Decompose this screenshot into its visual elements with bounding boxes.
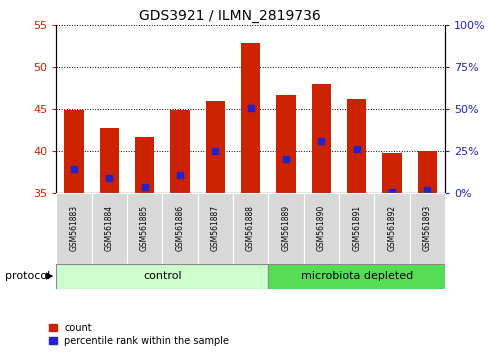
Bar xyxy=(338,193,373,264)
Bar xyxy=(276,95,295,193)
Text: GSM561892: GSM561892 xyxy=(386,205,396,251)
Bar xyxy=(241,43,260,193)
Bar xyxy=(162,193,197,264)
Text: GSM561889: GSM561889 xyxy=(281,205,290,251)
Bar xyxy=(346,99,366,193)
Bar xyxy=(303,193,338,264)
Text: GSM561884: GSM561884 xyxy=(104,205,114,251)
Text: GSM561886: GSM561886 xyxy=(175,205,184,251)
Bar xyxy=(170,110,189,193)
Bar xyxy=(417,151,436,193)
Text: GSM561891: GSM561891 xyxy=(351,205,361,251)
Bar xyxy=(268,264,444,289)
Bar xyxy=(409,193,444,264)
Text: GSM561883: GSM561883 xyxy=(69,205,78,251)
Bar xyxy=(268,193,303,264)
Bar xyxy=(311,84,330,193)
Bar xyxy=(56,193,91,264)
Text: GSM561888: GSM561888 xyxy=(245,205,255,251)
Text: GSM561885: GSM561885 xyxy=(140,205,149,251)
Legend: count, percentile rank within the sample: count, percentile rank within the sample xyxy=(49,323,229,346)
Bar xyxy=(100,128,119,193)
Bar xyxy=(127,193,162,264)
Text: GSM561890: GSM561890 xyxy=(316,205,325,251)
Text: microbiota depleted: microbiota depleted xyxy=(300,271,412,281)
Text: control: control xyxy=(142,271,181,281)
Text: GDS3921 / ILMN_2819736: GDS3921 / ILMN_2819736 xyxy=(139,9,320,23)
Text: GSM561893: GSM561893 xyxy=(422,205,431,251)
Bar xyxy=(135,137,154,193)
Bar xyxy=(197,193,232,264)
Bar xyxy=(64,110,83,193)
Bar xyxy=(91,193,127,264)
Bar xyxy=(205,101,224,193)
Text: protocol: protocol xyxy=(5,271,50,281)
Bar xyxy=(232,193,268,264)
Bar xyxy=(56,264,268,289)
Bar xyxy=(373,193,409,264)
Bar xyxy=(382,153,401,193)
Text: GSM561887: GSM561887 xyxy=(210,205,219,251)
